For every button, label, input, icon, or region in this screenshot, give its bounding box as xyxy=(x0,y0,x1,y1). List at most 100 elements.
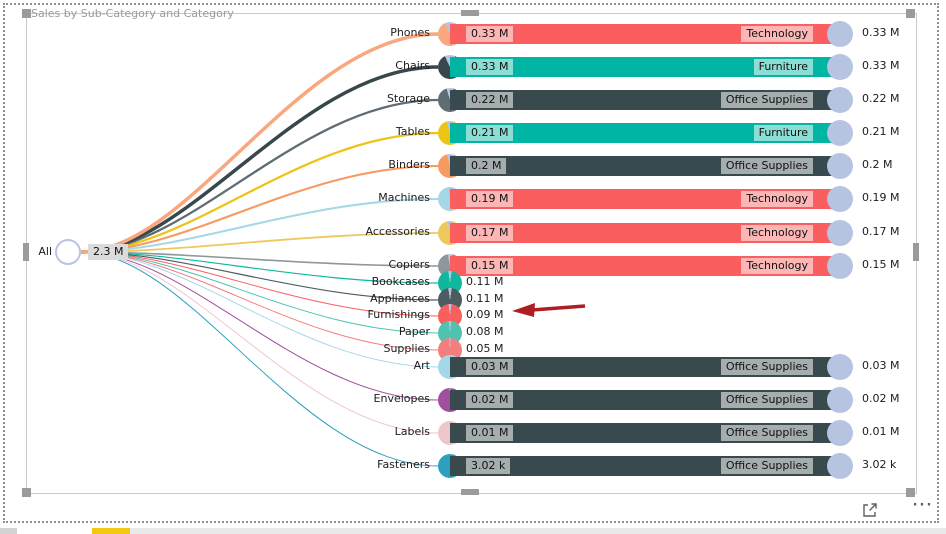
bottom-strip-right xyxy=(130,528,946,534)
link-curve-fasteners[interactable] xyxy=(80,251,439,467)
bar-value-badge: 0.02 M xyxy=(466,392,514,408)
row-value-supplies: 0.05 M xyxy=(466,342,504,355)
category-bar-chairs[interactable]: 0.33 M Furniture xyxy=(450,57,840,77)
bar-category-badge: Technology xyxy=(741,26,813,42)
row-label-copiers: Copiers xyxy=(388,258,430,271)
bar-category-badge: Furniture xyxy=(753,125,813,141)
link-curve-phones[interactable] xyxy=(80,32,439,254)
row-label-labels: Labels xyxy=(394,425,430,438)
bottom-strip-active-tab xyxy=(92,528,130,534)
bar-category-badge: Office Supplies xyxy=(720,158,813,174)
root-value-badge: 2.3 M xyxy=(88,244,129,260)
row-label-fasteners: Fasteners xyxy=(377,458,430,471)
category-bar-art[interactable]: 0.03 M Office Supplies xyxy=(450,357,840,377)
resize-handle-bottom-left[interactable] xyxy=(22,488,31,497)
row-label-tables: Tables xyxy=(395,125,430,138)
bar-value-badge: 0.22 M xyxy=(466,92,514,108)
end-node-fasteners[interactable] xyxy=(827,453,853,479)
row-label-art: Art xyxy=(413,359,430,372)
row-label-paper: Paper xyxy=(398,325,430,338)
row-label-appliances: Appliances xyxy=(370,292,430,305)
category-bar-storage[interactable]: 0.22 M Office Supplies xyxy=(450,90,840,110)
bar-value-badge: 0.03 M xyxy=(466,359,514,375)
row-value-fasteners: 3.02 k xyxy=(862,458,897,471)
row-label-storage: Storage xyxy=(386,92,430,105)
root-label: All xyxy=(38,245,52,258)
category-bar-fasteners[interactable]: 3.02 k Office Supplies xyxy=(450,456,840,476)
category-bar-binders[interactable]: 0.2 M Office Supplies xyxy=(450,156,840,176)
bar-value-badge: 0.2 M xyxy=(466,158,507,174)
category-bar-machines[interactable]: 0.19 M Technology xyxy=(450,189,840,209)
row-value-bookcases: 0.11 M xyxy=(466,275,504,288)
row-value-appliances: 0.11 M xyxy=(466,292,504,305)
end-node-copiers[interactable] xyxy=(827,253,853,279)
row-value-furnishings: 0.09 M xyxy=(466,308,504,321)
ellipsis-icon: ··· xyxy=(912,498,934,513)
row-value-paper: 0.08 M xyxy=(466,325,504,338)
bar-category-badge: Technology xyxy=(741,258,813,274)
focus-mode-icon xyxy=(863,503,877,517)
row-label-phones: Phones xyxy=(390,26,430,39)
row-label-envelopes: Envelopes xyxy=(373,392,430,405)
end-node-art[interactable] xyxy=(827,354,853,380)
resize-handle-right[interactable] xyxy=(913,243,919,261)
category-bar-copiers[interactable]: 0.15 M Technology xyxy=(450,256,840,276)
bar-category-badge: Furniture xyxy=(753,59,813,75)
category-bar-envelopes[interactable]: 0.02 M Office Supplies xyxy=(450,390,840,410)
bar-value-badge: 0.17 M xyxy=(466,225,514,241)
row-value-envelopes: 0.02 M xyxy=(862,392,900,405)
row-value-phones: 0.33 M xyxy=(862,26,900,39)
end-node-accessories[interactable] xyxy=(827,220,853,246)
row-value-storage: 0.22 M xyxy=(862,92,900,105)
end-node-tables[interactable] xyxy=(827,120,853,146)
category-bar-accessories[interactable]: 0.17 M Technology xyxy=(450,223,840,243)
row-value-binders: 0.2 M xyxy=(862,158,893,171)
end-node-machines[interactable] xyxy=(827,186,853,212)
bar-value-badge: 0.21 M xyxy=(466,125,514,141)
row-value-machines: 0.19 M xyxy=(862,191,900,204)
link-curve-labels[interactable] xyxy=(80,251,439,434)
bar-value-badge: 3.02 k xyxy=(466,458,511,474)
end-node-envelopes[interactable] xyxy=(827,387,853,413)
row-value-accessories: 0.17 M xyxy=(862,225,900,238)
row-label-chairs: Chairs xyxy=(395,59,430,72)
category-bar-phones[interactable]: 0.33 M Technology xyxy=(450,24,840,44)
visual-title: Sales by Sub-Category and Category xyxy=(31,7,234,20)
row-label-machines: Machines xyxy=(378,191,430,204)
row-value-copiers: 0.15 M xyxy=(862,258,900,271)
focus-mode-button[interactable] xyxy=(860,500,880,520)
resize-handle-top-right[interactable] xyxy=(906,9,915,18)
resize-handle-top[interactable] xyxy=(461,10,479,16)
end-node-chairs[interactable] xyxy=(827,54,853,80)
bar-value-badge: 0.33 M xyxy=(466,59,514,75)
category-bar-tables[interactable]: 0.21 M Furniture xyxy=(450,123,840,143)
bar-category-badge: Office Supplies xyxy=(720,425,813,441)
row-label-bookcases: Bookcases xyxy=(371,275,430,288)
bar-category-badge: Office Supplies xyxy=(720,458,813,474)
root-node-circle[interactable] xyxy=(55,239,81,265)
bar-value-badge: 0.15 M xyxy=(466,258,514,274)
bar-category-badge: Office Supplies xyxy=(720,92,813,108)
selection-dotted-border xyxy=(3,3,939,523)
end-node-binders[interactable] xyxy=(827,153,853,179)
more-options-button[interactable]: ··· xyxy=(908,498,938,518)
category-bar-labels[interactable]: 0.01 M Office Supplies xyxy=(450,423,840,443)
end-node-storage[interactable] xyxy=(827,87,853,113)
resize-handle-bottom-right[interactable] xyxy=(906,488,915,497)
resize-handle-top-left[interactable] xyxy=(22,9,31,18)
bar-category-badge: Technology xyxy=(741,191,813,207)
row-label-accessories: Accessories xyxy=(365,225,430,238)
resize-handle-bottom[interactable] xyxy=(461,489,479,495)
end-node-phones[interactable] xyxy=(827,21,853,47)
end-node-labels[interactable] xyxy=(827,420,853,446)
bar-value-badge: 0.19 M xyxy=(466,191,514,207)
bottom-strip-left xyxy=(0,528,17,534)
resize-handle-left[interactable] xyxy=(23,243,29,261)
row-value-chairs: 0.33 M xyxy=(862,59,900,72)
bar-category-badge: Technology xyxy=(741,225,813,241)
bar-value-badge: 0.33 M xyxy=(466,26,514,42)
bar-category-badge: Office Supplies xyxy=(720,359,813,375)
bar-category-badge: Office Supplies xyxy=(720,392,813,408)
row-value-art: 0.03 M xyxy=(862,359,900,372)
